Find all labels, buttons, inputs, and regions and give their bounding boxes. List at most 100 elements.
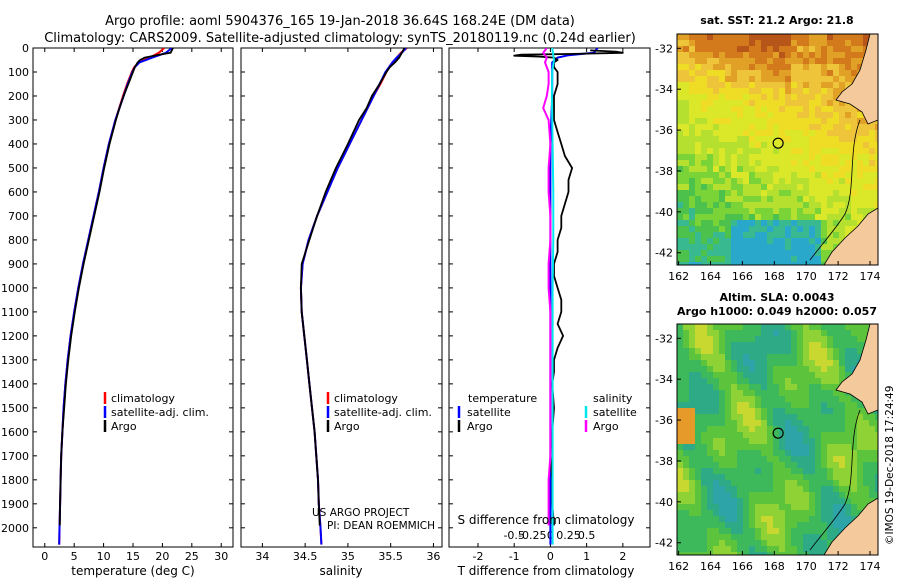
map-cell (731, 342, 738, 349)
map-cell (731, 76, 738, 83)
map-cell (713, 420, 720, 427)
map-cell (839, 492, 846, 499)
map-cell (821, 486, 828, 493)
map-cell (761, 172, 768, 179)
map-cell (689, 100, 696, 107)
map-cell (827, 354, 834, 361)
map-cell (779, 420, 786, 427)
map-cell (833, 64, 840, 71)
map-cell (851, 474, 858, 481)
map-cell (725, 82, 732, 89)
map-cell (767, 124, 774, 131)
map-cell (683, 82, 690, 89)
map-cell (683, 552, 690, 555)
map-cell (695, 232, 702, 239)
map-cell (767, 94, 774, 101)
map-cell (695, 456, 702, 463)
map-cell (725, 450, 732, 457)
map-cell (719, 214, 726, 221)
map-cell (677, 420, 684, 427)
map-cell (785, 106, 792, 113)
map-cell (857, 504, 864, 511)
map-cell (821, 432, 828, 439)
map-cell (683, 184, 690, 191)
map-cell (689, 324, 696, 331)
map-cell (725, 378, 732, 385)
map-cell (719, 348, 726, 355)
map-cell (791, 336, 798, 343)
map-cell (803, 52, 810, 59)
map-cell (737, 94, 744, 101)
map-cell (725, 196, 732, 203)
map-cell (857, 142, 864, 149)
map-cell (731, 378, 738, 385)
map-cell (707, 354, 714, 361)
map-cell (767, 342, 774, 349)
map-cell (791, 118, 798, 125)
map-cell (695, 166, 702, 173)
map-cell (827, 342, 834, 349)
map-cell (833, 522, 840, 529)
map-cell (707, 52, 714, 59)
map-cell (821, 474, 828, 481)
map-cell (869, 184, 876, 191)
map-cell (749, 166, 756, 173)
map-cell (875, 160, 878, 167)
map-cell (773, 76, 780, 83)
map-cell (827, 130, 834, 137)
map-cell (761, 196, 768, 203)
map-cell (809, 438, 816, 445)
map-cell (875, 154, 878, 161)
map-cell (695, 46, 702, 53)
map-cell (863, 450, 870, 457)
map-cell (785, 262, 792, 265)
map-cell (845, 432, 852, 439)
map-cell (755, 34, 762, 41)
map-cell (731, 178, 738, 185)
map-cell (731, 540, 738, 547)
map-cell (743, 402, 750, 409)
map-cell (803, 486, 810, 493)
map-cell (797, 52, 804, 59)
map-cell (767, 202, 774, 209)
map-cell (815, 202, 822, 209)
map-cell (857, 498, 864, 505)
map-cell (719, 438, 726, 445)
map-cell (695, 34, 702, 41)
map-cell (713, 52, 720, 59)
map-cell (803, 34, 810, 41)
map-cell (803, 510, 810, 517)
map-cell (755, 426, 762, 433)
map-cell (821, 64, 828, 71)
map-cell (749, 250, 756, 257)
map-cell (809, 330, 816, 337)
map-cell (797, 330, 804, 337)
map-cell (815, 348, 822, 355)
map-cell (707, 154, 714, 161)
map-cell (725, 256, 732, 263)
map-cell (701, 64, 708, 71)
map-cell (869, 190, 876, 197)
map-cell (677, 540, 684, 547)
map-cell (821, 76, 828, 83)
map-cell (803, 372, 810, 379)
map-cell (851, 366, 858, 373)
map-cell (755, 480, 762, 487)
map-cell (701, 342, 708, 349)
map-cell (695, 480, 702, 487)
map-cell (791, 76, 798, 83)
map-cell (773, 420, 780, 427)
map-cell (809, 486, 816, 493)
map-cell (677, 444, 684, 451)
series-line-argo (299, 48, 406, 526)
map-cell (761, 462, 768, 469)
map-cell (791, 480, 798, 487)
map-cell (689, 498, 696, 505)
s-difference-xlabel: S difference from climatology (458, 513, 635, 527)
map-cell (725, 336, 732, 343)
map-cell (809, 432, 816, 439)
map-cell (797, 94, 804, 101)
map-cell (767, 450, 774, 457)
map-cell (731, 70, 738, 77)
map-cell (821, 384, 828, 391)
